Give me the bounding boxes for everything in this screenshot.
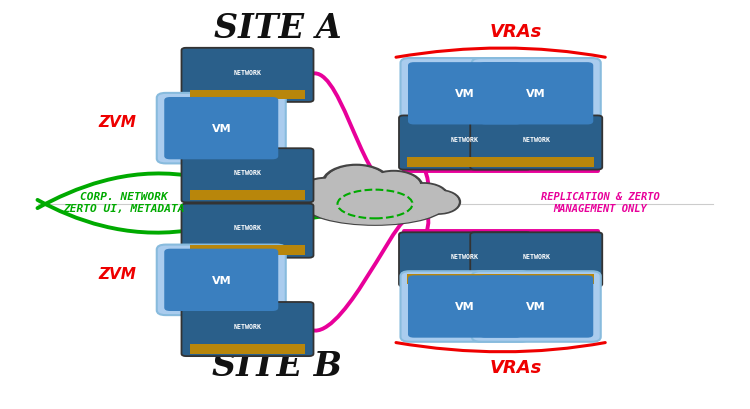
FancyBboxPatch shape [478,158,594,168]
Text: VM: VM [526,302,546,312]
FancyBboxPatch shape [182,49,314,103]
Circle shape [368,173,420,202]
Text: VM: VM [211,275,231,285]
FancyBboxPatch shape [479,63,593,125]
Text: CORP. NETWORK
ZERTO UI, METADATA: CORP. NETWORK ZERTO UI, METADATA [63,192,184,213]
Text: NETWORK: NETWORK [451,137,479,143]
FancyBboxPatch shape [472,272,601,342]
Text: SITE A: SITE A [214,12,341,45]
FancyBboxPatch shape [478,274,594,284]
Text: REPLICATION & ZERTO
MANAGEMENT ONLY: REPLICATION & ZERTO MANAGEMENT ONLY [541,192,659,213]
Circle shape [322,166,390,202]
Circle shape [288,192,327,213]
Circle shape [402,185,445,209]
FancyBboxPatch shape [164,249,278,311]
FancyBboxPatch shape [182,204,314,258]
FancyBboxPatch shape [470,116,602,170]
Circle shape [400,184,448,210]
Ellipse shape [304,184,446,225]
Circle shape [419,192,458,213]
Circle shape [326,167,387,201]
FancyBboxPatch shape [408,276,522,338]
FancyBboxPatch shape [400,272,530,342]
FancyBboxPatch shape [399,116,531,170]
Text: NETWORK: NETWORK [233,225,262,231]
Text: VM: VM [455,302,475,312]
Text: SITE B: SITE B [212,350,343,382]
FancyBboxPatch shape [479,276,593,338]
Text: VRAs: VRAs [490,358,542,376]
Circle shape [418,191,460,214]
FancyBboxPatch shape [182,302,314,356]
Text: NETWORK: NETWORK [522,254,550,259]
FancyBboxPatch shape [407,158,523,168]
Text: VRAs: VRAs [490,22,542,40]
FancyBboxPatch shape [190,90,305,100]
FancyBboxPatch shape [190,191,305,200]
Text: VM: VM [526,89,546,99]
FancyBboxPatch shape [472,59,601,129]
FancyBboxPatch shape [157,94,286,164]
FancyBboxPatch shape [400,59,530,129]
Circle shape [286,191,328,214]
FancyBboxPatch shape [164,98,278,160]
Circle shape [300,180,352,209]
Text: VM: VM [455,89,475,99]
Text: ZVM: ZVM [99,115,136,130]
Ellipse shape [305,184,445,225]
FancyBboxPatch shape [157,245,286,315]
FancyBboxPatch shape [182,149,314,203]
Text: VM: VM [211,124,231,134]
Text: NETWORK: NETWORK [522,137,550,143]
FancyBboxPatch shape [190,246,305,256]
Text: NETWORK: NETWORK [233,70,262,75]
FancyBboxPatch shape [407,274,523,284]
Text: ZVM: ZVM [99,267,136,281]
Text: NETWORK: NETWORK [233,323,262,329]
Text: NETWORK: NETWORK [233,170,262,175]
FancyBboxPatch shape [408,63,522,125]
FancyBboxPatch shape [399,233,531,287]
Circle shape [365,172,422,203]
Circle shape [298,179,355,210]
FancyBboxPatch shape [190,344,305,354]
FancyBboxPatch shape [470,233,602,287]
Text: NETWORK: NETWORK [451,254,479,259]
